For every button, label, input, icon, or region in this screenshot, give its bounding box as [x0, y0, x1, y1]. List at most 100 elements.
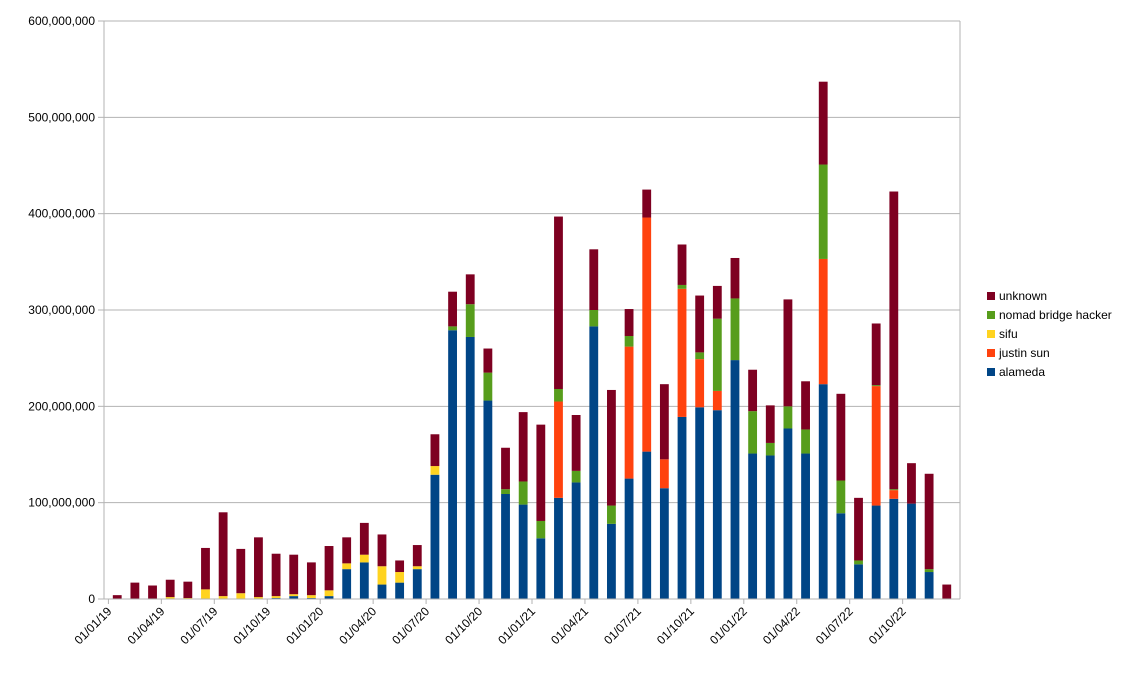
bar-nomad-bridge-hacker-2021-01	[536, 520, 546, 539]
bar-unknown-2022-08	[871, 323, 881, 386]
bar-unknown-2020-05	[395, 560, 405, 573]
bar-unknown-2019-11	[289, 554, 299, 595]
bar-sifu-2019-04	[165, 597, 175, 599]
bar-nomad-bridge-hacker-2022-02	[765, 442, 775, 456]
x-tick-label: 01/01/20	[283, 604, 326, 647]
bar-alameda-2022-04	[801, 453, 810, 599]
bar-alameda-2022-08	[871, 505, 881, 599]
bar-alameda-2021-09	[677, 416, 687, 599]
bar-nomad-bridge-hacker-2022-08	[871, 385, 881, 387]
bar-sifu-2019-09	[254, 597, 263, 599]
legend-label: sifu	[999, 327, 1018, 341]
bar-alameda-2022-05	[818, 384, 828, 599]
bar-unknown-2022-05	[818, 81, 828, 165]
bar-nomad-bridge-hacker-2021-11	[712, 318, 722, 391]
y-tick-label: 400,000,000	[28, 207, 95, 221]
bar-unknown-2019-12	[306, 562, 316, 596]
bar-nomad-bridge-hacker-2022-07	[854, 560, 863, 565]
bar-unknown-2022-12	[942, 584, 952, 599]
bar-nomad-bridge-hacker-2020-10	[483, 372, 493, 401]
bar-unknown-2021-03	[571, 415, 581, 471]
x-tick-label: 01/10/19	[230, 604, 273, 647]
bar-alameda-2020-08	[448, 330, 457, 599]
bar-alameda-2020-01	[324, 596, 334, 599]
bar-nomad-bridge-hacker-2022-03	[783, 406, 793, 429]
bar-unknown-2021-11	[712, 285, 722, 319]
legend: unknown nomad bridge hacker sifu justin sun…	[987, 289, 1112, 379]
bar-nomad-bridge-hacker-2021-05	[607, 505, 616, 524]
bar-justin-sun-2021-09	[677, 288, 687, 417]
bar-sifu-2019-12	[306, 595, 316, 599]
bars	[112, 81, 952, 599]
bar-unknown-2019-06	[201, 547, 210, 590]
x-tick-label: 01/07/19	[177, 604, 220, 647]
bar-justin-sun-2021-10	[695, 359, 705, 408]
bar-alameda-2020-07	[430, 474, 440, 599]
bar-unknown-2019-02	[130, 582, 140, 599]
bar-justin-sun-2021-08	[659, 459, 669, 489]
bar-alameda-2022-03	[783, 428, 793, 599]
bar-justin-sun-2021-06	[624, 346, 634, 479]
bar-justin-sun-2021-07	[642, 217, 652, 452]
bar-justin-sun-2021-02	[554, 401, 563, 498]
bar-nomad-bridge-hacker-2021-10	[695, 352, 705, 360]
bar-nomad-bridge-hacker-2022-11	[924, 569, 934, 573]
x-tick-label: 01/01/21	[495, 604, 538, 647]
axes	[98, 20, 961, 604]
bar-justin-sun-2022-09	[889, 490, 899, 499]
legend-label: nomad bridge hacker	[999, 308, 1112, 322]
bar-alameda-2020-11	[501, 493, 510, 599]
bar-justin-sun-2021-11	[712, 390, 722, 411]
bar-unknown-2021-12	[730, 257, 740, 299]
legend-swatch	[987, 292, 995, 300]
legend-label: justin sun	[998, 346, 1050, 360]
bar-sifu-2019-11	[289, 594, 299, 597]
bar-nomad-bridge-hacker-2022-06	[836, 480, 846, 514]
y-tick-label: 0	[88, 592, 95, 606]
bar-unknown-2020-02	[342, 537, 352, 564]
x-tick-label: 01/07/21	[601, 604, 644, 647]
x-tick-label: 01/04/19	[125, 604, 168, 647]
bar-nomad-bridge-hacker-2021-06	[624, 336, 634, 347]
bar-unknown-2021-06	[624, 309, 634, 337]
bar-nomad-bridge-hacker-2022-05	[818, 164, 828, 259]
bar-unknown-2020-04	[377, 534, 387, 567]
bar-alameda-2022-01	[748, 453, 758, 599]
bar-alameda-2021-08	[659, 488, 669, 599]
x-tick-label: 01/01/19	[72, 604, 115, 647]
bar-unknown-2020-10	[483, 348, 493, 373]
x-tick-label: 01/07/22	[813, 604, 856, 647]
bar-sifu-2020-01	[324, 590, 334, 597]
bar-unknown-2021-05	[607, 389, 616, 506]
bar-alameda-2021-12	[730, 360, 740, 599]
bar-unknown-2021-04	[589, 249, 599, 310]
bar-nomad-bridge-hacker-2021-04	[589, 310, 599, 327]
bar-unknown-2020-03	[359, 522, 369, 555]
x-tick-label: 01/04/22	[760, 604, 803, 647]
bar-sifu-2019-08	[236, 593, 246, 599]
bar-alameda-2020-02	[342, 569, 352, 599]
bar-unknown-2022-06	[836, 393, 846, 481]
bar-alameda-2021-05	[607, 523, 616, 599]
bar-nomad-bridge-hacker-2020-11	[501, 489, 510, 494]
bar-unknown-2019-07	[218, 512, 228, 597]
bar-unknown-2022-07	[854, 497, 863, 561]
bar-unknown-2019-10	[271, 553, 281, 597]
legend-swatch	[987, 368, 995, 376]
bar-unknown-2022-09	[889, 191, 899, 490]
bar-unknown-2020-08	[448, 291, 457, 327]
bar-unknown-2020-09	[465, 274, 475, 305]
y-tick-label: 300,000,000	[28, 303, 95, 317]
x-tick-label: 01/07/20	[389, 604, 432, 647]
bar-unknown-2019-04	[165, 579, 175, 598]
x-tick-labels: 01/01/19 01/04/19 01/07/19 01/10/19 01/01/20…	[72, 604, 909, 647]
bar-unknown-2020-07	[430, 434, 440, 467]
bar-nomad-bridge-hacker-2021-09	[677, 284, 687, 289]
bar-alameda-2021-01	[536, 538, 546, 599]
bar-alameda-2020-04	[377, 584, 387, 599]
y-tick-label: 200,000,000	[28, 399, 95, 413]
bar-alameda-2022-09	[889, 498, 899, 599]
bar-sifu-2020-02	[342, 563, 352, 570]
x-tick-label: 01/01/22	[707, 604, 750, 647]
bar-alameda-2021-04	[589, 326, 599, 599]
